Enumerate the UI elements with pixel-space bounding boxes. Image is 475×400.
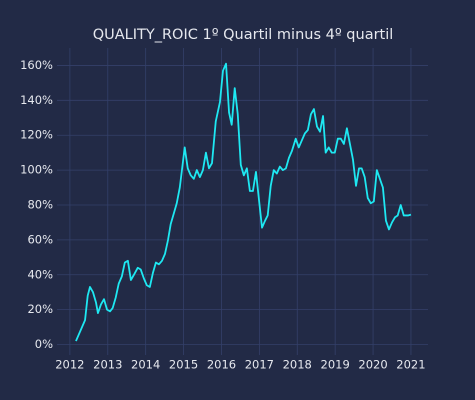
x-tick-label: 2018: [283, 358, 312, 372]
x-tick-label: 2013: [93, 358, 122, 372]
x-tick-label: 2021: [396, 358, 425, 372]
x-tick-label: 2017: [245, 358, 274, 372]
x-tick-label: 2012: [55, 358, 84, 372]
y-tick-label: 120%: [20, 128, 53, 142]
y-tick-label: 0%: [35, 337, 53, 351]
x-tick-label: 2014: [131, 358, 160, 372]
y-tick-label: 40%: [27, 267, 53, 281]
y-tick-label: 160%: [20, 58, 53, 72]
x-tick-label: 2019: [321, 358, 350, 372]
y-tick-label: 100%: [20, 163, 53, 177]
x-tick-label: 2020: [358, 358, 387, 372]
data-line: [75, 62, 412, 342]
chart-title: QUALITY_ROIC 1º Quartil minus 4º quartil: [93, 27, 394, 43]
y-tick-label: 20%: [27, 302, 53, 316]
x-tick-label: 2015: [169, 358, 198, 372]
y-tick-label: 60%: [27, 232, 53, 246]
x-tick-label: 2016: [207, 358, 236, 372]
y-tick-label: 140%: [20, 93, 53, 107]
y-tick-label: 80%: [27, 197, 53, 211]
